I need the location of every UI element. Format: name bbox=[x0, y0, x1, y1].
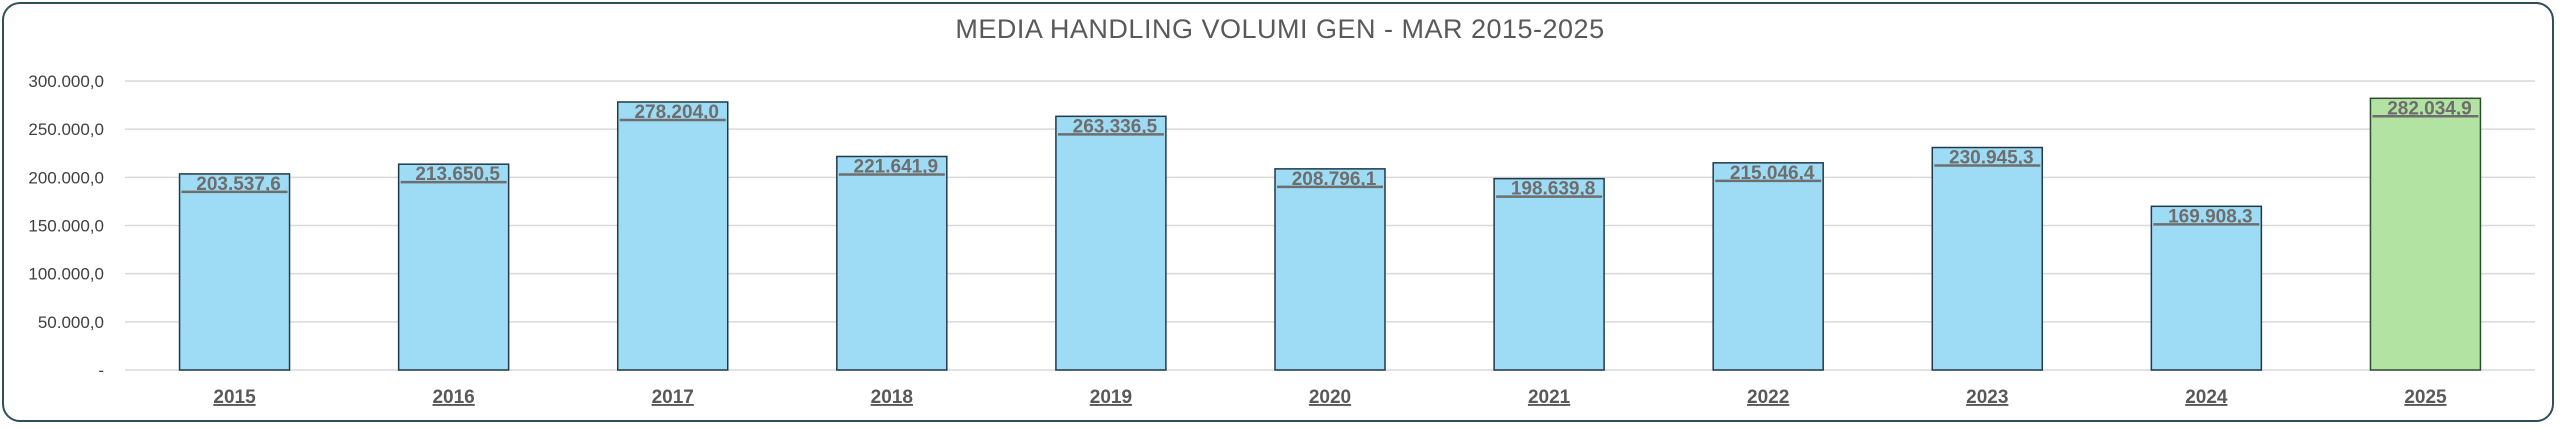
x-category-label: 2017 bbox=[652, 387, 694, 408]
x-category-label: 2021 bbox=[1528, 387, 1571, 408]
y-tick-label: 300.000,0 bbox=[28, 72, 104, 91]
x-category-label: 2015 bbox=[213, 387, 256, 408]
bars bbox=[178, 97, 2482, 371]
bar-2023 bbox=[1931, 146, 2044, 371]
data-label-2018: 221.641,9 bbox=[854, 156, 939, 177]
x-category-label: 2016 bbox=[432, 387, 474, 408]
y-tick-label: 100.000,0 bbox=[28, 265, 104, 284]
data-labels: 203.537,6 213.650,5 278.204,0 221.641,9 263.… bbox=[181, 98, 2479, 227]
chart-title: MEDIA HANDLING VOLUMI GEN - MAR 2015-202… bbox=[955, 14, 1605, 44]
x-category-label: 2024 bbox=[2185, 387, 2228, 408]
data-label-2024: 169.908,3 bbox=[2168, 206, 2253, 227]
data-label-2015: 203.537,6 bbox=[196, 174, 281, 195]
bar-2018 bbox=[836, 155, 948, 371]
bar-2025 bbox=[2369, 97, 2482, 371]
y-tick-label: 250.000,0 bbox=[28, 120, 104, 139]
y-tick-label: - bbox=[98, 361, 104, 380]
y-axis-ticks: - 50.000,0 100.000,0 150.000,0 200.000,0 250.… bbox=[28, 72, 104, 380]
y-tick-label: 200.000,0 bbox=[28, 168, 104, 187]
data-label-2023: 230.945,3 bbox=[1949, 148, 2034, 169]
data-label-2017: 278.204,0 bbox=[634, 102, 719, 123]
x-axis-categories: 2015 2016 2017 2018 2019 2020 2021 2022 2023 2024… bbox=[213, 387, 2447, 408]
bar-2017 bbox=[616, 101, 729, 371]
bar-2022 bbox=[1712, 162, 1824, 371]
y-tick-label: 150.000,0 bbox=[28, 217, 104, 236]
data-label-2022: 215.046,4 bbox=[1730, 163, 1815, 184]
bar-2015 bbox=[178, 173, 291, 371]
bar-2020 bbox=[1274, 168, 1386, 371]
x-category-label: 2023 bbox=[1966, 387, 2008, 408]
data-label-2021: 198.639,8 bbox=[1511, 179, 1596, 200]
bar-2016 bbox=[397, 163, 510, 371]
data-label-2025: 282.034,9 bbox=[2387, 98, 2472, 119]
x-category-label: 2020 bbox=[1309, 387, 1351, 408]
x-category-label: 2022 bbox=[1747, 387, 1789, 408]
bar-2021 bbox=[1493, 177, 1605, 371]
data-label-2019: 263.336,5 bbox=[1073, 116, 1158, 137]
x-category-label: 2025 bbox=[2404, 387, 2447, 408]
data-label-2020: 208.796,1 bbox=[1292, 169, 1377, 190]
x-category-label: 2019 bbox=[1090, 387, 1132, 408]
bar-2024 bbox=[2150, 205, 2263, 371]
bar-2019 bbox=[1055, 115, 1167, 371]
y-tick-label: 50.000,0 bbox=[38, 313, 104, 332]
data-label-2016: 213.650,5 bbox=[415, 164, 500, 185]
x-category-label: 2018 bbox=[871, 387, 913, 408]
